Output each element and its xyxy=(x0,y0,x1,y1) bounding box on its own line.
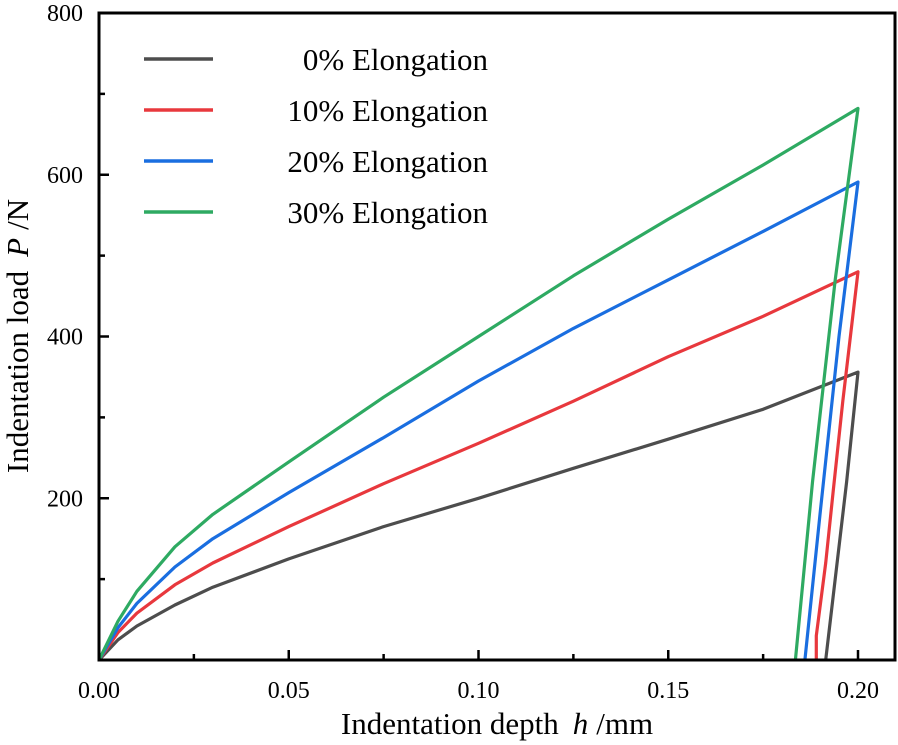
y-tick-label: 800 xyxy=(47,1,83,27)
legend-item: 10% Elongation xyxy=(144,93,488,128)
y-tick-label: 400 xyxy=(47,325,83,351)
legend-label: 20% Elongation xyxy=(287,144,488,179)
ticks-layer: 0.00 0.05 0.10 0.15 0.20 200 400 600 800 xyxy=(47,1,879,704)
x-axis-unit: /mm xyxy=(596,706,653,741)
x-axis-title-text: Indentation depth xyxy=(341,706,559,741)
legend-label: 0% Elongation xyxy=(303,42,489,77)
series-line-10pct xyxy=(97,270,860,661)
x-tick-label: 0.00 xyxy=(78,678,120,704)
y-tick-label: 600 xyxy=(47,163,83,189)
x-tick-label: 0.15 xyxy=(647,678,689,704)
plot-frame xyxy=(97,11,897,662)
series-line-20pct xyxy=(97,180,860,661)
series-layer xyxy=(97,106,860,662)
series-line-0pct xyxy=(97,370,860,662)
legend-item: 30% Elongation xyxy=(144,195,488,230)
legend-item: 0% Elongation xyxy=(144,42,488,77)
y-axis-unit: /N xyxy=(0,199,35,230)
legend-label: 10% Elongation xyxy=(287,93,488,128)
x-axis-title: Indentation depth h/mm xyxy=(341,706,653,741)
x-tick-label: 0.20 xyxy=(837,678,879,704)
series-line-30pct xyxy=(97,106,860,661)
y-axis-symbol: P xyxy=(0,238,35,258)
legend-label: 30% Elongation xyxy=(287,195,488,230)
legend: 0% Elongation 10% Elongation 20% Elongatio… xyxy=(144,42,488,230)
y-tick-label: 200 xyxy=(47,486,83,512)
x-tick-label: 0.10 xyxy=(458,678,500,704)
x-tick-label: 0.05 xyxy=(268,678,310,704)
legend-item: 20% Elongation xyxy=(144,144,488,179)
y-axis-title-text: Indentation load xyxy=(0,270,35,473)
y-axis-title: Indentation load P/N xyxy=(0,199,35,473)
x-axis-symbol: h xyxy=(573,706,589,741)
